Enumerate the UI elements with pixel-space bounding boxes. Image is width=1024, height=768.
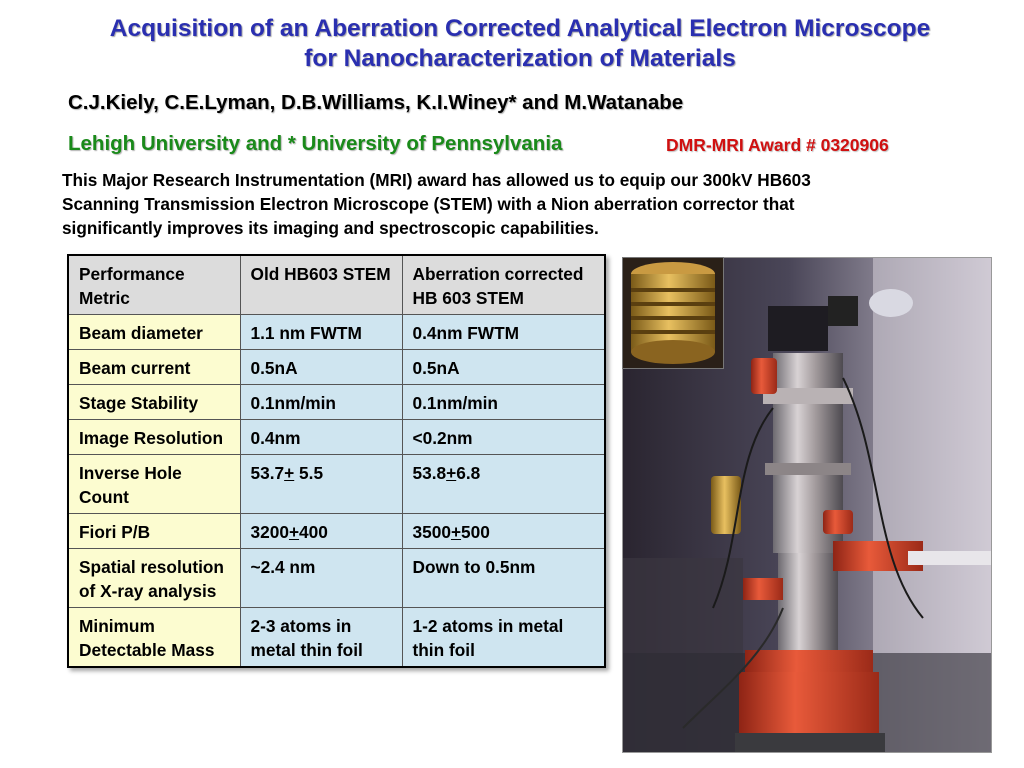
metric-label: Stage Stability [67,384,241,420]
new-value: 3500+500 [401,513,606,549]
plus-minus-sign: + [446,463,457,483]
value-part: 53.7 [250,463,285,483]
table-row: Spatial resolution of X-ray analysis ~2.… [67,548,606,608]
description: This Major Research Instrumentation (MRI… [62,168,962,240]
header-corrected-stem: Aberration corrected HB 603 STEM [401,254,606,315]
old-value: 2-3 atoms in metal thin foil [239,607,403,668]
authors: C.J.Kiely, C.E.Lyman, D.B.Williams, K.I.… [68,91,684,114]
value-part: 53.8 [412,463,447,483]
metric-label: Spatial resolution of X-ray analysis [67,548,241,608]
table-row: Inverse Hole Count 53.7+ 5.5 53.8+6.8 [67,454,606,514]
description-line-3: significantly improves its imaging and s… [62,218,599,238]
value-part: 5.5 [294,463,324,483]
new-value: <0.2nm [401,419,606,455]
description-line-2: Scanning Transmission Electron Microscop… [62,194,795,214]
new-value: 0.4nm FWTM [401,314,606,350]
metric-label: Minimum Detectable Mass [67,607,241,668]
award-number: DMR-MRI Award # 0320906 [666,135,889,155]
header-performance-metric: Performance Metric [67,254,241,315]
old-value: 0.5nA [239,349,403,385]
value-part: 500 [461,522,490,542]
metric-label: Image Resolution [67,419,241,455]
value-part: 3500 [412,522,451,542]
metric-label: Inverse Hole Count [67,454,241,514]
new-value: 0.1nm/min [401,384,606,420]
new-value: 1-2 atoms in metal thin foil [401,607,606,668]
table-row: Image Resolution 0.4nm <0.2nm [67,419,606,455]
description-line-1: This Major Research Instrumentation (MRI… [62,170,811,190]
metric-label: Beam diameter [67,314,241,350]
table-row: Beam current 0.5nA 0.5nA [67,349,606,385]
old-value: 0.4nm [239,419,403,455]
table-header-row: Performance Metric Old HB603 STEM Aberra… [67,254,606,315]
value-part: 400 [299,522,328,542]
corrector-inset-photo [622,257,724,369]
old-value: 0.1nm/min [239,384,403,420]
microscope-photo [622,257,992,753]
new-value: 0.5nA [401,349,606,385]
new-value: Down to 0.5nm [401,548,606,608]
plus-minus-sign: + [284,463,295,483]
old-value: 1.1 nm FWTM [239,314,403,350]
table-row: Minimum Detectable Mass 2-3 atoms in met… [67,607,606,668]
value-part: 3200 [250,522,289,542]
value-part: 6.8 [456,463,481,483]
new-value: 53.8+6.8 [401,454,606,514]
affiliation: Lehigh University and * University of Pe… [68,132,563,155]
old-value: 3200+400 [239,513,403,549]
title-line-1: Acquisition of an Aberration Corrected A… [109,15,931,42]
metric-label: Beam current [67,349,241,385]
table-row: Fiori P/B 3200+400 3500+500 [67,513,606,549]
corrector-illustration [623,258,723,368]
old-value: ~2.4 nm [239,548,403,608]
table-row: Stage Stability 0.1nm/min 0.1nm/min [67,384,606,420]
metric-label: Fiori P/B [67,513,241,549]
header-old-stem: Old HB603 STEM [239,254,403,315]
title-line-2: for Nanocharacterization of Materials [304,45,736,72]
slide-title: Acquisition of an Aberration Corrected A… [60,14,980,74]
plus-minus-sign: + [288,522,300,542]
microscope-illustration [623,258,991,752]
performance-table: Performance Metric Old HB603 STEM Aberra… [67,254,606,668]
plus-minus-sign: + [450,522,462,542]
old-value: 53.7+ 5.5 [239,454,403,514]
table-row: Beam diameter 1.1 nm FWTM 0.4nm FWTM [67,314,606,350]
